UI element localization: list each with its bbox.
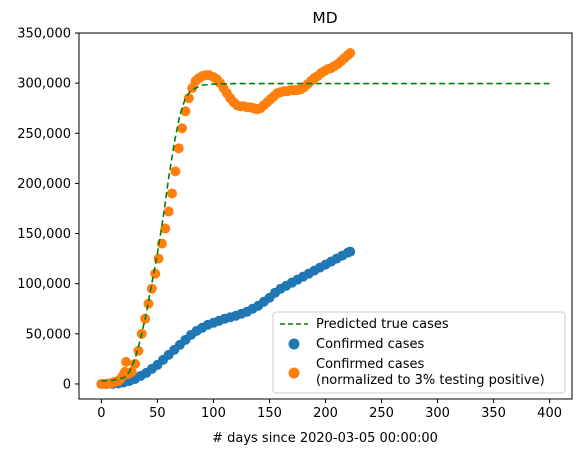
data-point	[160, 223, 171, 234]
data-point	[166, 188, 177, 199]
x-axis: 0 50 100 150 200 250 300 350 400	[97, 399, 562, 421]
legend-marker-normalized	[288, 367, 300, 379]
y-tick-label: 200,000	[17, 177, 71, 192]
legend-marker-confirmed	[288, 338, 300, 350]
data-point	[180, 106, 191, 117]
y-tick-label: 350,000	[17, 27, 71, 42]
data-point	[345, 246, 356, 257]
legend: Predicted true cases Confirmed cases Con…	[272, 311, 566, 394]
data-point	[177, 123, 188, 134]
series-predicted-line	[101, 82, 550, 382]
chart-title: MD	[312, 9, 337, 27]
x-tick-label: 50	[149, 406, 166, 421]
x-axis-label: # days since 2020-03-05 00:00:00	[212, 431, 438, 446]
y-tick-label: 100,000	[17, 277, 71, 292]
y-tick-label: 150,000	[17, 227, 71, 242]
data-point	[143, 298, 154, 309]
x-tick-label: 150	[257, 406, 282, 421]
legend-label-normalized-line1: Confirmed cases	[316, 357, 425, 372]
x-tick-label: 0	[97, 406, 105, 421]
data-point	[163, 206, 174, 217]
data-point	[183, 93, 194, 104]
data-point	[345, 48, 356, 59]
y-axis: 0 50,000 100,000 150,000 200,000 250,000 300,0…	[17, 27, 79, 392]
y-tick-label: 300,000	[17, 77, 71, 92]
data-point	[130, 358, 141, 369]
legend-box	[272, 311, 566, 394]
series-layer	[96, 48, 550, 389]
x-tick-label: 350	[481, 406, 506, 421]
legend-label-predicted: Predicted true cases	[316, 317, 449, 332]
legend-label-normalized-line2: (normalized to 3% testing positive)	[316, 373, 545, 388]
legend-label-confirmed: Confirmed cases	[316, 337, 425, 352]
x-tick-label: 300	[425, 406, 450, 421]
y-tick-label: 50,000	[26, 327, 72, 342]
data-point	[126, 366, 137, 377]
data-point	[146, 283, 157, 294]
data-point	[121, 356, 132, 367]
x-tick-label: 250	[369, 406, 394, 421]
y-tick-label: 0	[63, 377, 71, 392]
x-tick-label: 400	[537, 406, 562, 421]
x-tick-label: 200	[313, 406, 338, 421]
x-tick-label: 100	[201, 406, 226, 421]
data-point	[173, 143, 184, 154]
data-point	[150, 268, 161, 279]
series-normalized	[96, 48, 356, 389]
y-tick-label: 250,000	[17, 127, 71, 142]
data-point	[170, 166, 181, 177]
legend-label-normalized: Confirmed cases (normalized to 3% testin…	[316, 357, 545, 388]
